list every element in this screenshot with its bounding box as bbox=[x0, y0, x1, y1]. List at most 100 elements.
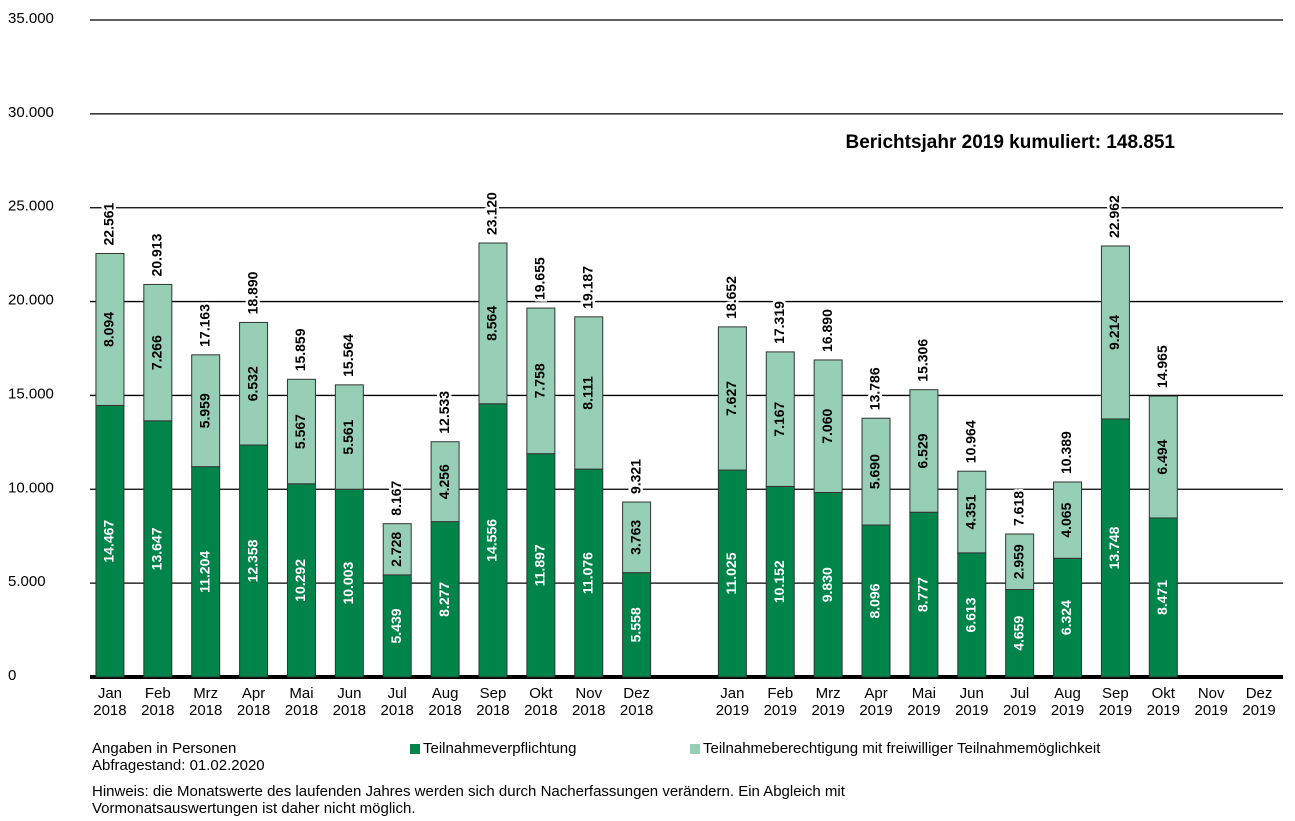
total-label: 16.890 bbox=[819, 309, 835, 352]
total-label: 7.618 bbox=[1010, 491, 1026, 526]
y-tick-label: 10.000 bbox=[8, 479, 54, 496]
footnote: Hinweis: die Monatswerte des laufenden J… bbox=[92, 783, 845, 800]
y-tick-label: 5.000 bbox=[8, 573, 46, 590]
legend-label: Teilnahmeverpflichtung bbox=[423, 740, 577, 757]
total-label: 19.655 bbox=[532, 257, 548, 300]
value-label: 8.471 bbox=[1154, 580, 1170, 615]
x-tick-label: Jan 2019 bbox=[715, 685, 750, 719]
total-label: 17.163 bbox=[196, 304, 212, 347]
x-tick-label: Feb 2018 bbox=[141, 685, 175, 719]
value-label: 4.659 bbox=[1010, 616, 1026, 651]
bar-segment bbox=[191, 354, 221, 468]
bar-segment bbox=[1100, 245, 1130, 420]
value-label: 7.758 bbox=[532, 363, 548, 398]
value-label: 9.214 bbox=[1106, 315, 1122, 350]
bar-segment bbox=[909, 511, 939, 678]
y-tick-label: 15.000 bbox=[8, 385, 54, 402]
value-label: 10.152 bbox=[771, 560, 787, 603]
bar-segment bbox=[861, 417, 891, 526]
bar-segment bbox=[430, 521, 460, 678]
total-label: 22.561 bbox=[101, 202, 117, 245]
value-label: 8.277 bbox=[436, 582, 452, 617]
note: Abfragestand: 01.02.2020 bbox=[92, 757, 265, 774]
bar-segment bbox=[861, 524, 891, 678]
value-label: 2.959 bbox=[1010, 544, 1026, 579]
bar-segment bbox=[143, 283, 173, 422]
value-label: 5.959 bbox=[196, 393, 212, 428]
total-label: 18.890 bbox=[244, 271, 260, 314]
bar-segment bbox=[717, 469, 747, 678]
value-label: 5.558 bbox=[627, 607, 643, 642]
value-label: 6.613 bbox=[962, 597, 978, 632]
value-label: 5.439 bbox=[388, 608, 404, 643]
value-label: 10.292 bbox=[292, 559, 308, 602]
x-tick-label: Aug 2018 bbox=[428, 685, 462, 719]
bar-segment bbox=[526, 307, 556, 455]
bar-segment bbox=[622, 501, 652, 574]
bar-segment bbox=[957, 470, 987, 554]
bar-segment bbox=[957, 552, 987, 678]
total-label: 19.187 bbox=[579, 266, 595, 309]
total-label: 9.321 bbox=[627, 459, 643, 494]
value-label: 13.748 bbox=[1106, 526, 1122, 569]
value-label: 8.111 bbox=[579, 376, 595, 410]
total-label: 20.913 bbox=[149, 233, 165, 276]
value-label: 7.627 bbox=[723, 381, 739, 416]
value-label: 5.567 bbox=[292, 414, 308, 449]
total-label: 15.859 bbox=[292, 328, 308, 371]
bar-segment bbox=[334, 384, 364, 490]
bar-segment bbox=[909, 389, 939, 513]
value-label: 7.060 bbox=[819, 408, 835, 443]
bar-segment bbox=[382, 523, 412, 576]
bar-segment bbox=[239, 321, 269, 446]
total-label: 8.167 bbox=[388, 480, 404, 515]
bar-segment bbox=[95, 404, 125, 678]
x-tick-label: Mai 2019 bbox=[907, 685, 941, 719]
legend-swatch bbox=[690, 743, 700, 754]
x-tick-label: Apr 2019 bbox=[859, 685, 893, 719]
total-label: 17.319 bbox=[771, 301, 787, 344]
x-tick-label: Mrz 2018 bbox=[189, 685, 223, 719]
value-label: 4.351 bbox=[962, 494, 978, 529]
footnote: Vormonatsauswertungen ist daher nicht mö… bbox=[92, 800, 416, 817]
bar-segment bbox=[478, 242, 508, 405]
x-tick-label: Feb 2019 bbox=[763, 685, 797, 719]
value-label: 8.094 bbox=[101, 312, 117, 347]
y-tick-label: 0 bbox=[8, 667, 16, 684]
x-tick-label: Aug 2019 bbox=[1050, 685, 1085, 719]
bar-segment bbox=[1148, 517, 1178, 678]
bar-segment bbox=[1100, 418, 1130, 678]
bar-segment bbox=[1053, 481, 1083, 559]
value-label: 4.065 bbox=[1058, 502, 1074, 537]
value-label: 7.167 bbox=[771, 401, 787, 436]
value-label: 14.467 bbox=[101, 520, 117, 563]
note: Angaben in Personen bbox=[92, 740, 237, 757]
x-tick-label: Okt 2019 bbox=[1146, 685, 1180, 719]
x-tick-label: Mai 2018 bbox=[284, 685, 319, 719]
annotation: Berichtsjahr 2019 kumuliert: 148.851 bbox=[845, 132, 1175, 153]
value-label: 9.830 bbox=[819, 567, 835, 602]
bar-segment bbox=[765, 351, 795, 487]
total-label: 22.962 bbox=[1106, 195, 1122, 238]
bar-segment bbox=[1005, 533, 1035, 591]
x-tick-label: Nov 2018 bbox=[572, 685, 606, 719]
bar-segment bbox=[1053, 557, 1083, 678]
total-label: 12.533 bbox=[436, 391, 452, 434]
total-label: 13.786 bbox=[867, 367, 883, 410]
value-label: 11.076 bbox=[579, 552, 595, 594]
value-label: 11.204 bbox=[196, 551, 212, 593]
value-label: 11.025 bbox=[723, 552, 739, 594]
value-label: 14.556 bbox=[484, 519, 500, 562]
bar-segment bbox=[95, 252, 125, 406]
x-tick-label: Apr 2018 bbox=[236, 685, 271, 719]
y-tick-label: 35.000 bbox=[8, 10, 54, 27]
y-tick-label: 20.000 bbox=[8, 292, 54, 309]
value-label: 6.529 bbox=[915, 433, 931, 468]
y-tick-label: 25.000 bbox=[8, 198, 54, 215]
bar-segment bbox=[574, 468, 604, 678]
value-label: 5.690 bbox=[867, 454, 883, 489]
bar-segment bbox=[622, 572, 652, 678]
value-label: 3.763 bbox=[627, 520, 643, 555]
legend-label: Teilnahmeberechtigung mit freiwilliger T… bbox=[703, 740, 1101, 757]
